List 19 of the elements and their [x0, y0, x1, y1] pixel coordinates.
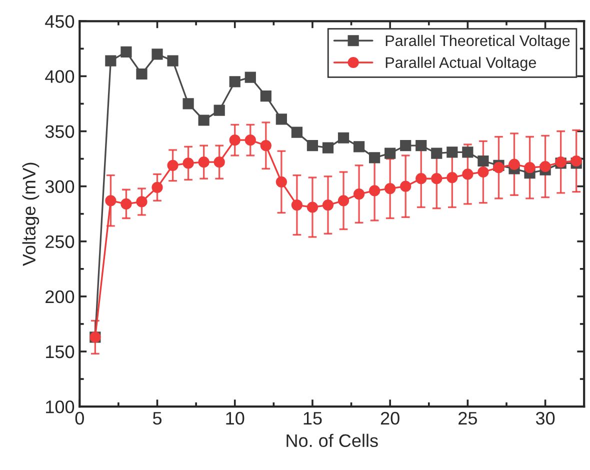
y-tick-label: 400	[45, 70, 74, 83]
y-axis-title: Voltage (mV)	[22, 162, 40, 266]
y-tick-label: 350	[45, 125, 74, 138]
x-tick-label: 5	[152, 412, 162, 425]
x-tick-label: 25	[458, 412, 477, 425]
y-tick-label: 150	[46, 345, 74, 358]
y-tick-label: 300	[45, 180, 74, 194]
legend-label: Parallel Actual Voltage	[386, 56, 536, 72]
x-tick-label: 20	[380, 412, 400, 425]
y-tick-label: 250	[46, 235, 74, 248]
y-tick-label: 100	[46, 400, 74, 414]
y-tick-label: 450	[45, 15, 74, 28]
legend-label: Parallel Theoretical Voltage	[386, 34, 570, 50]
y-tick-label: 200	[46, 290, 74, 304]
x-tick-label: 15	[304, 412, 322, 425]
x-tick-label: 30	[536, 412, 555, 425]
x-tick-label: 10	[226, 412, 244, 425]
x-axis-title: No. of Cells	[286, 434, 378, 448]
x-tick-label: 0	[75, 412, 84, 425]
